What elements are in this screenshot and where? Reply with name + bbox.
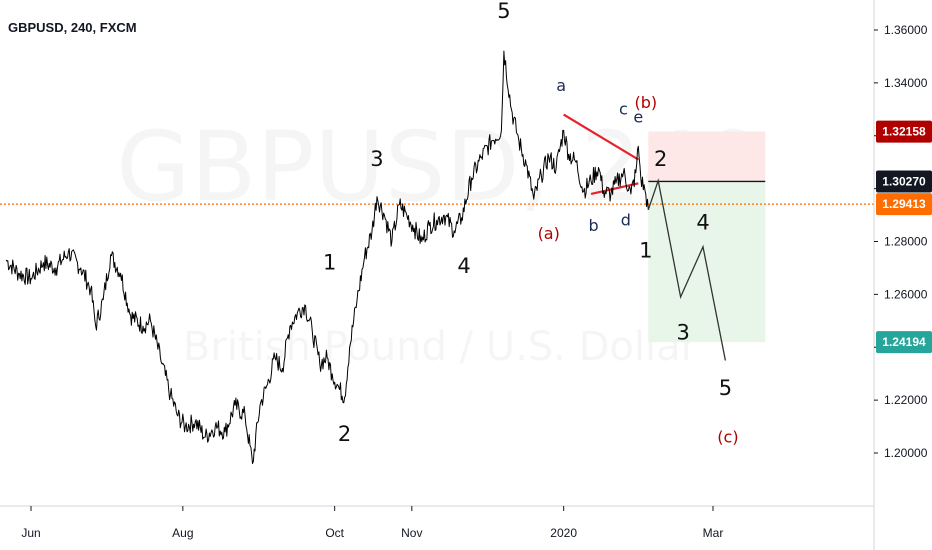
wave-label-9: e bbox=[633, 108, 643, 127]
projection-path bbox=[647, 178, 727, 361]
price-tag-current bbox=[876, 193, 932, 216]
x-tick-label-2: Oct bbox=[325, 526, 344, 540]
price-series bbox=[5, 50, 649, 465]
wave-label-2: 3 bbox=[370, 147, 383, 171]
position-zones bbox=[648, 131, 766, 343]
price-tag-stop bbox=[876, 120, 932, 143]
axes bbox=[0, 0, 875, 550]
wave-label-15: 3 bbox=[676, 320, 689, 344]
x-tick-label-1: Aug bbox=[172, 526, 193, 540]
wave-label-17: (c) bbox=[717, 427, 738, 446]
wave-labels: 1 2 3 4 5 a b c d e (a) (b) 2 1 4 3 5 (c) bbox=[323, 0, 739, 446]
triangle-line-1 bbox=[590, 182, 639, 195]
price-tag-label-current: 1.29413 bbox=[882, 197, 926, 211]
wave-label-11: (b) bbox=[634, 93, 657, 112]
wave-label-16: 5 bbox=[719, 376, 732, 400]
price-tag-entry bbox=[876, 170, 932, 193]
wave-label-3: 4 bbox=[457, 254, 470, 278]
x-tick-label-3: Nov bbox=[401, 526, 422, 540]
triangle-lines bbox=[563, 113, 639, 195]
y-tick-label-8: 1.20000 bbox=[884, 446, 928, 460]
triangle-line-0 bbox=[563, 113, 639, 161]
x-tick-label-5: Mar bbox=[703, 526, 724, 540]
price-line bbox=[5, 50, 649, 465]
projection-line bbox=[647, 178, 727, 361]
wave-label-14: 4 bbox=[696, 211, 709, 235]
price-axis[interactable]: 1.360001.340001.320001.300001.280001.260… bbox=[874, 23, 928, 460]
stop-loss-zone bbox=[648, 131, 766, 182]
x-tick-label-0: Jun bbox=[21, 526, 40, 540]
wave-label-12: 2 bbox=[654, 147, 667, 171]
price-tags: 1.30270 1.29413 1.32158 1.24194 bbox=[876, 120, 932, 354]
wave-label-8: d bbox=[621, 211, 631, 230]
symbol-title: GBPUSD, 240, FXCM bbox=[8, 20, 137, 35]
wave-label-6: b bbox=[588, 216, 598, 235]
watermark-description: British Pound / U.S. Dollar bbox=[183, 324, 698, 370]
price-tag-target bbox=[876, 331, 932, 354]
price-tag-label-stop: 1.32158 bbox=[882, 125, 926, 139]
price-tag-label-entry: 1.30270 bbox=[882, 174, 926, 188]
x-tick-label-4: 2020 bbox=[550, 526, 577, 540]
y-tick-label-5: 1.26000 bbox=[884, 287, 928, 301]
wave-label-5: a bbox=[556, 76, 566, 95]
y-tick-label-0: 1.36000 bbox=[884, 23, 928, 37]
take-profit-zone bbox=[648, 181, 766, 343]
wave-label-13: 1 bbox=[639, 238, 652, 262]
price-tag-label-target: 1.24194 bbox=[882, 335, 926, 349]
y-tick-label-4: 1.28000 bbox=[884, 235, 928, 249]
wave-label-7: c bbox=[619, 100, 628, 119]
y-tick-label-1: 1.34000 bbox=[884, 76, 928, 90]
wave-label-4: 5 bbox=[497, 0, 510, 23]
time-axis[interactable]: Jun Aug Oct Nov 2020 Mar bbox=[21, 506, 723, 540]
wave-label-10: (a) bbox=[538, 224, 560, 243]
wave-label-1: 2 bbox=[338, 422, 351, 446]
price-levels bbox=[0, 180, 874, 205]
y-tick-label-7: 1.22000 bbox=[884, 393, 928, 407]
wave-label-0: 1 bbox=[323, 250, 336, 274]
